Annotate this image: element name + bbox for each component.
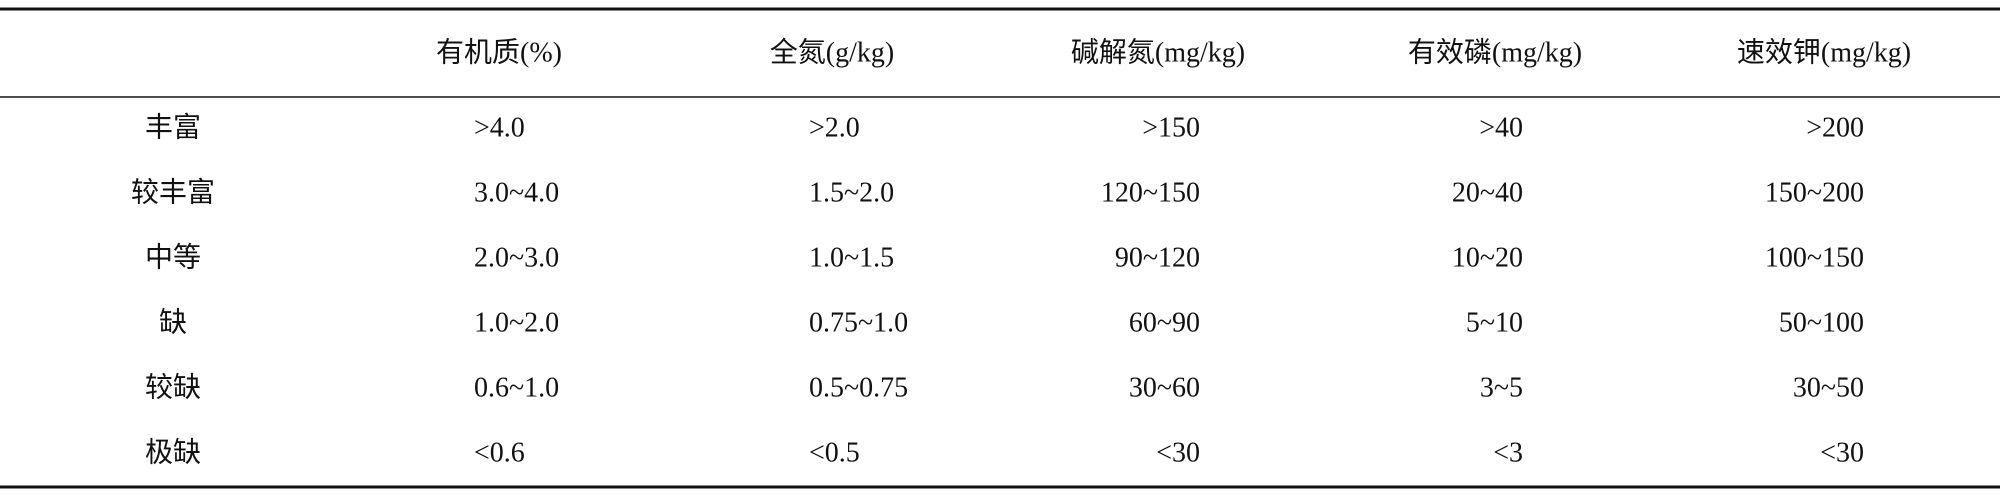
column-header: 全氮(g/kg) [770,36,894,68]
cell: <0.5 [809,437,860,468]
cell: 3.0~4.0 [474,177,559,208]
cell: 0.5~0.75 [809,372,908,403]
cell: 1.0~1.5 [809,242,894,273]
cell: >150 [1142,112,1200,143]
cell: 150~200 [1765,177,1864,208]
cell: 0.6~1.0 [474,372,559,403]
row-label: 缺 [159,306,187,338]
cell: 10~20 [1452,242,1523,273]
cell: >2.0 [809,112,860,143]
cell: 20~40 [1452,177,1523,208]
row-label: 较丰富 [131,176,215,208]
cell: >4.0 [474,112,525,143]
cell: 50~100 [1779,307,1864,338]
cell: 2.0~3.0 [474,242,559,273]
column-header: 有机质(%) [436,36,562,68]
cell: 3~5 [1480,372,1523,403]
row-label: 丰富 [145,111,201,143]
cell: <30 [1820,437,1864,468]
cell: <30 [1156,437,1200,468]
row-label: 极缺 [145,436,201,468]
cell: 5~10 [1466,307,1523,338]
cell: 1.0~2.0 [474,307,559,338]
row-label: 中等 [145,241,201,273]
cell: 90~120 [1115,242,1200,273]
column-header: 有效磷(mg/kg) [1408,36,1582,68]
cell: 120~150 [1101,177,1200,208]
cell: 100~150 [1765,242,1864,273]
cell: 60~90 [1129,307,1200,338]
cell: 0.75~1.0 [809,307,908,338]
cell: >200 [1806,112,1864,143]
cell: <0.6 [474,437,525,468]
cell: 1.5~2.0 [809,177,894,208]
row-label: 较缺 [145,371,201,403]
column-header: 速效钾(mg/kg) [1737,36,1911,68]
cell: <3 [1493,437,1523,468]
column-header: 碱解氮(mg/kg) [1071,36,1245,68]
cell: 30~50 [1793,372,1864,403]
cell: >40 [1479,112,1523,143]
cell: 30~60 [1129,372,1200,403]
